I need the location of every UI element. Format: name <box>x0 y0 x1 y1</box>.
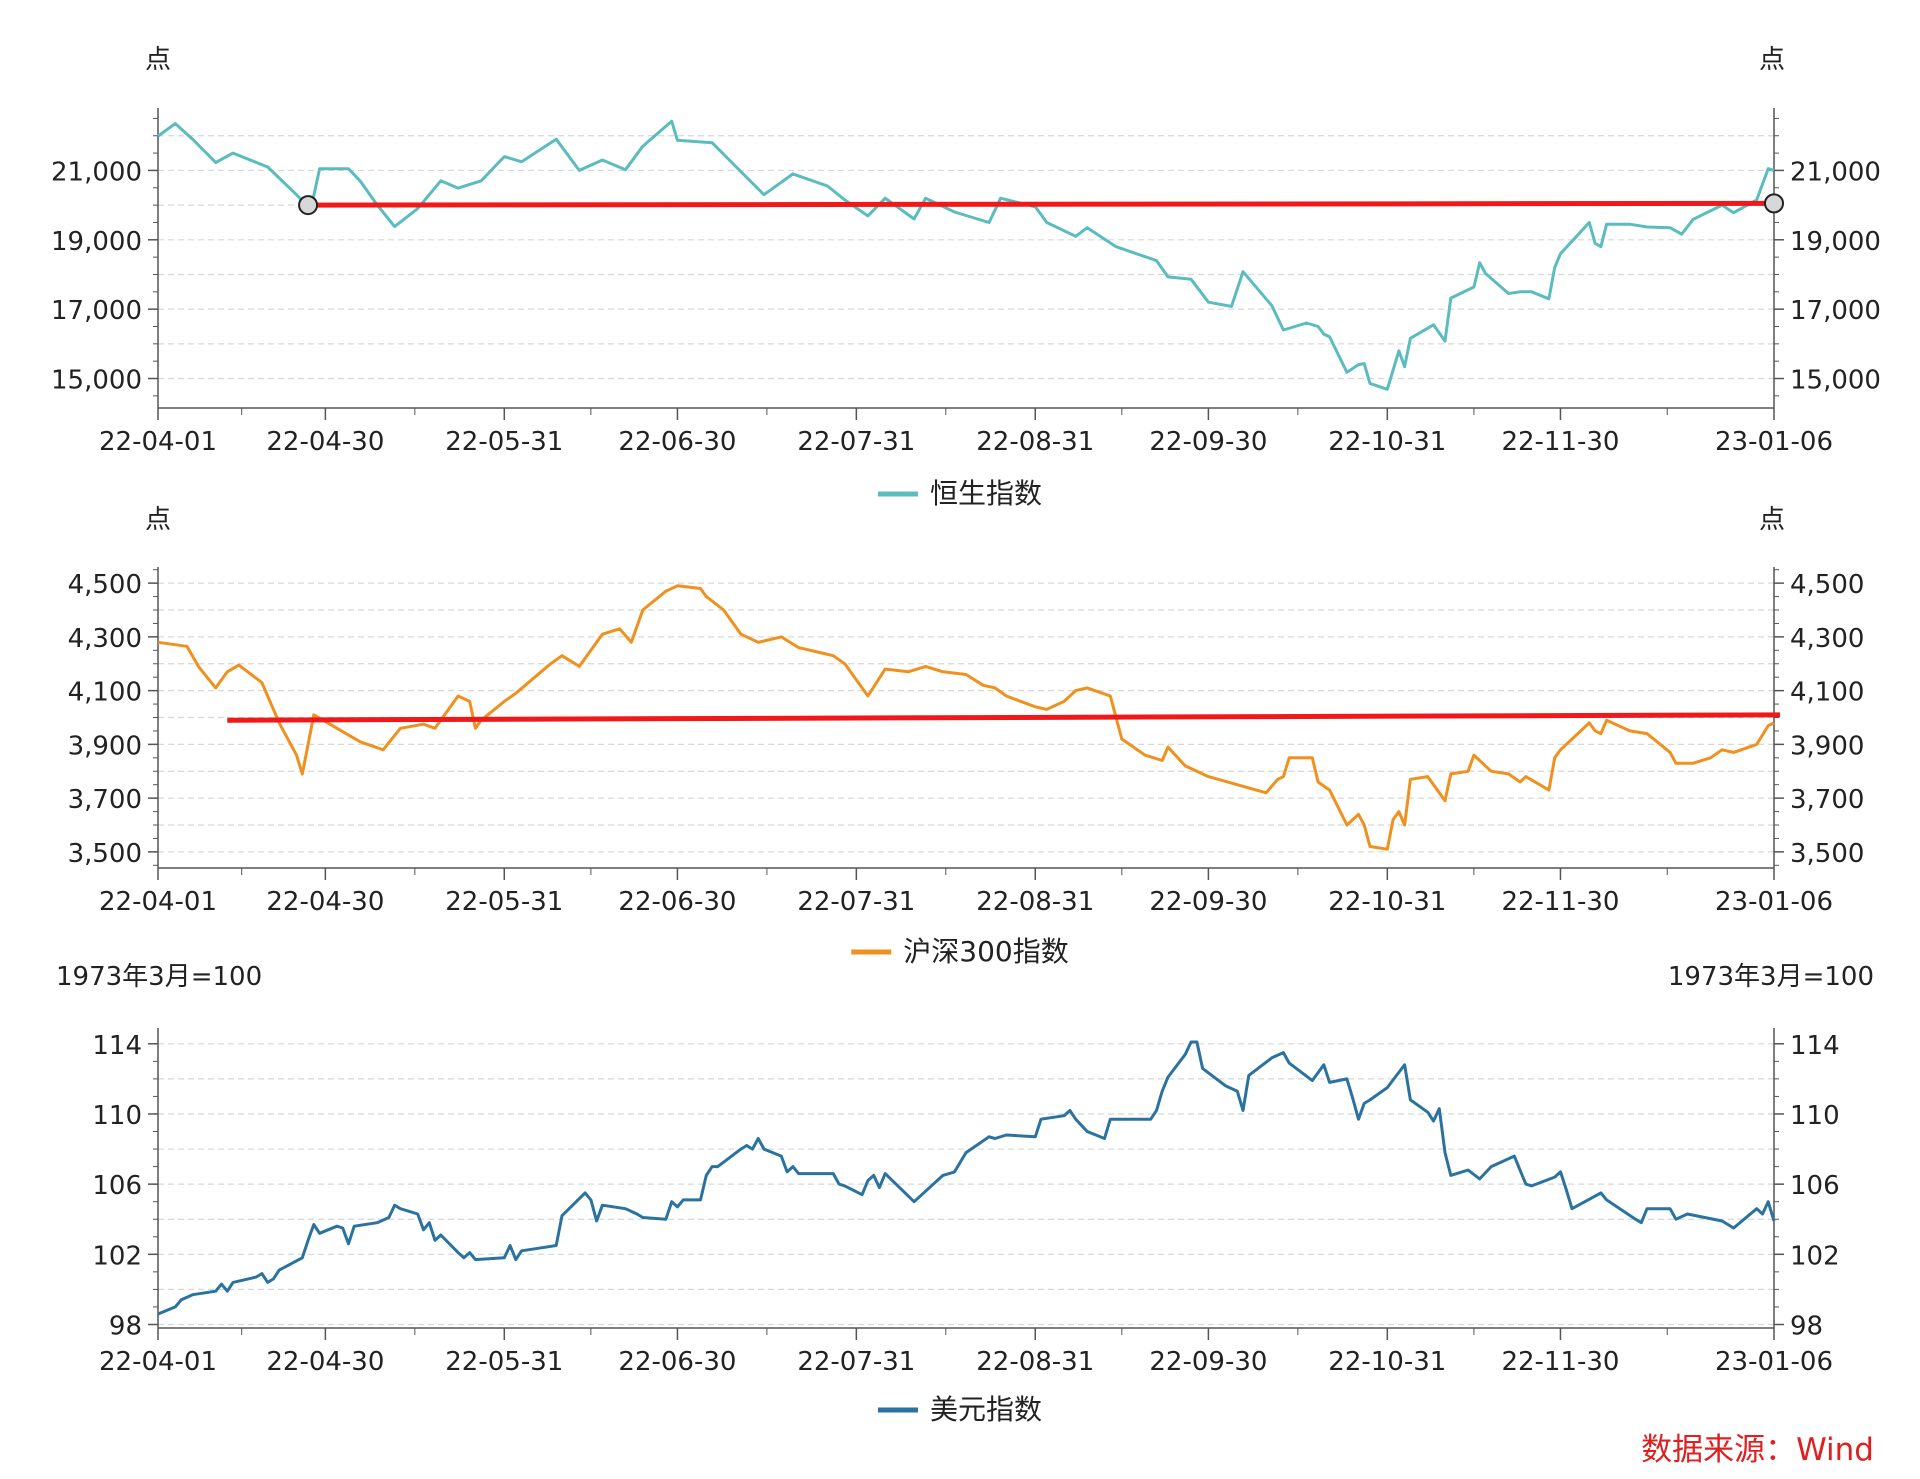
y-tick-label-right: 102 <box>1790 1241 1840 1271</box>
y-tick-label-left: 3,500 <box>68 839 142 869</box>
y-tick-label-right: 17,000 <box>1790 296 1881 326</box>
y-tick-label-left: 3,700 <box>68 785 142 815</box>
y-unit-label-right: 1973年3月=100 <box>1668 962 1874 992</box>
y-tick-label-left: 110 <box>92 1101 142 1131</box>
y-tick-label-left: 4,100 <box>68 678 142 708</box>
y-tick-label-right: 106 <box>1790 1171 1840 1201</box>
x-tick-label: 22-06-30 <box>618 1347 736 1377</box>
y-tick-label-right: 21,000 <box>1790 157 1881 187</box>
source-label: 数据来源：Wind <box>1641 1432 1874 1468</box>
x-tick-label: 22-08-31 <box>976 1347 1094 1377</box>
x-tick-label: 22-09-30 <box>1149 887 1267 917</box>
x-tick-label: 22-11-30 <box>1501 427 1619 457</box>
x-tick-label: 23-01-06 <box>1715 887 1833 917</box>
legend: 恒生指数 <box>877 477 1042 510</box>
x-tick-label: 23-01-06 <box>1715 1347 1833 1377</box>
y-tick-label-left: 98 <box>109 1311 142 1341</box>
y-tick-label-left: 17,000 <box>51 296 142 326</box>
y-tick-label-left: 106 <box>92 1171 142 1201</box>
y-tick-label-left: 4,500 <box>68 570 142 600</box>
x-tick-label: 22-07-31 <box>797 427 915 457</box>
x-tick-label: 22-04-30 <box>266 427 384 457</box>
x-tick-label: 22-04-30 <box>266 1347 384 1377</box>
x-tick-label: 23-01-06 <box>1715 427 1833 457</box>
x-tick-label: 22-04-01 <box>99 887 217 917</box>
y-tick-label-right: 114 <box>1790 1031 1840 1061</box>
x-tick-label: 22-11-30 <box>1501 887 1619 917</box>
y-tick-label-left: 19,000 <box>51 227 142 257</box>
y-tick-label-right: 15,000 <box>1790 366 1881 396</box>
y-unit-label-left: 点 <box>145 45 171 75</box>
y-tick-label-right: 4,500 <box>1790 570 1864 600</box>
y-tick-label-right: 110 <box>1790 1101 1840 1131</box>
legend: 沪深300指数 <box>851 935 1069 968</box>
x-tick-label: 22-04-01 <box>99 1347 217 1377</box>
x-tick-label: 22-08-31 <box>976 427 1094 457</box>
y-tick-label-right: 3,700 <box>1790 785 1864 815</box>
x-tick-label: 22-10-31 <box>1328 1347 1446 1377</box>
y-tick-label-right: 3,900 <box>1790 731 1864 761</box>
legend-label: 恒生指数 <box>930 477 1042 510</box>
legend: 美元指数 <box>877 1393 1042 1426</box>
chart-panel-2: 3,500 3,500 3,700 3,700 3,900 3,900 4,100 4,100… <box>68 505 1865 968</box>
series-line-1 <box>157 119 1775 391</box>
y-tick-label-left: 21,000 <box>51 157 142 187</box>
x-tick-label: 22-11-30 <box>1501 1347 1619 1377</box>
legend-label: 沪深300指数 <box>903 935 1068 968</box>
y-tick-label-left: 4,300 <box>68 624 142 654</box>
y-tick-label-right: 98 <box>1790 1311 1823 1341</box>
x-tick-label: 22-07-31 <box>797 887 915 917</box>
x-tick-label: 22-06-30 <box>618 427 736 457</box>
x-tick-label: 22-04-30 <box>266 887 384 917</box>
reference-line <box>308 200 1775 208</box>
x-tick-label: 22-10-31 <box>1328 427 1446 457</box>
x-tick-label: 22-09-30 <box>1149 427 1267 457</box>
y-unit-label-left: 点 <box>145 505 171 535</box>
y-tick-label-left: 102 <box>92 1241 142 1271</box>
x-tick-label: 22-04-01 <box>99 427 217 457</box>
y-tick-label-left: 3,900 <box>68 731 142 761</box>
y-unit-label-left: 1973年3月=100 <box>56 962 262 992</box>
y-tick-label-left: 114 <box>92 1031 142 1061</box>
x-tick-label: 22-05-31 <box>445 887 563 917</box>
reference-endpoint-marker <box>1764 193 1784 214</box>
legend-label: 美元指数 <box>930 1393 1042 1426</box>
y-tick-label-left: 15,000 <box>51 366 142 396</box>
reference-line <box>227 712 1781 723</box>
y-tick-label-right: 4,100 <box>1790 678 1864 708</box>
y-tick-label-right: 19,000 <box>1790 227 1881 257</box>
y-tick-label-right: 4,300 <box>1790 624 1864 654</box>
y-tick-label-right: 3,500 <box>1790 839 1864 869</box>
chart-panel-1: 15,000 15,000 17,000 17,000 19,000 19,000 21,0… <box>51 45 1881 510</box>
y-unit-label-right: 点 <box>1759 505 1785 535</box>
x-tick-label: 22-05-31 <box>445 1347 563 1377</box>
series-line-3 <box>157 1040 1776 1316</box>
x-tick-label: 22-07-31 <box>797 1347 915 1377</box>
x-tick-label: 22-10-31 <box>1328 887 1446 917</box>
series-line-2 <box>157 584 1775 851</box>
reference-endpoint-marker <box>298 195 319 216</box>
x-tick-label: 22-05-31 <box>445 427 563 457</box>
chart-panel-3: 98 98 102 102 106 106 110 110 114 114 22-04-01 22-0… <box>56 962 1874 1426</box>
x-tick-label: 22-08-31 <box>976 887 1094 917</box>
x-tick-label: 22-06-30 <box>618 887 736 917</box>
x-tick-label: 22-09-30 <box>1149 1347 1267 1377</box>
y-unit-label-right: 点 <box>1759 45 1785 75</box>
